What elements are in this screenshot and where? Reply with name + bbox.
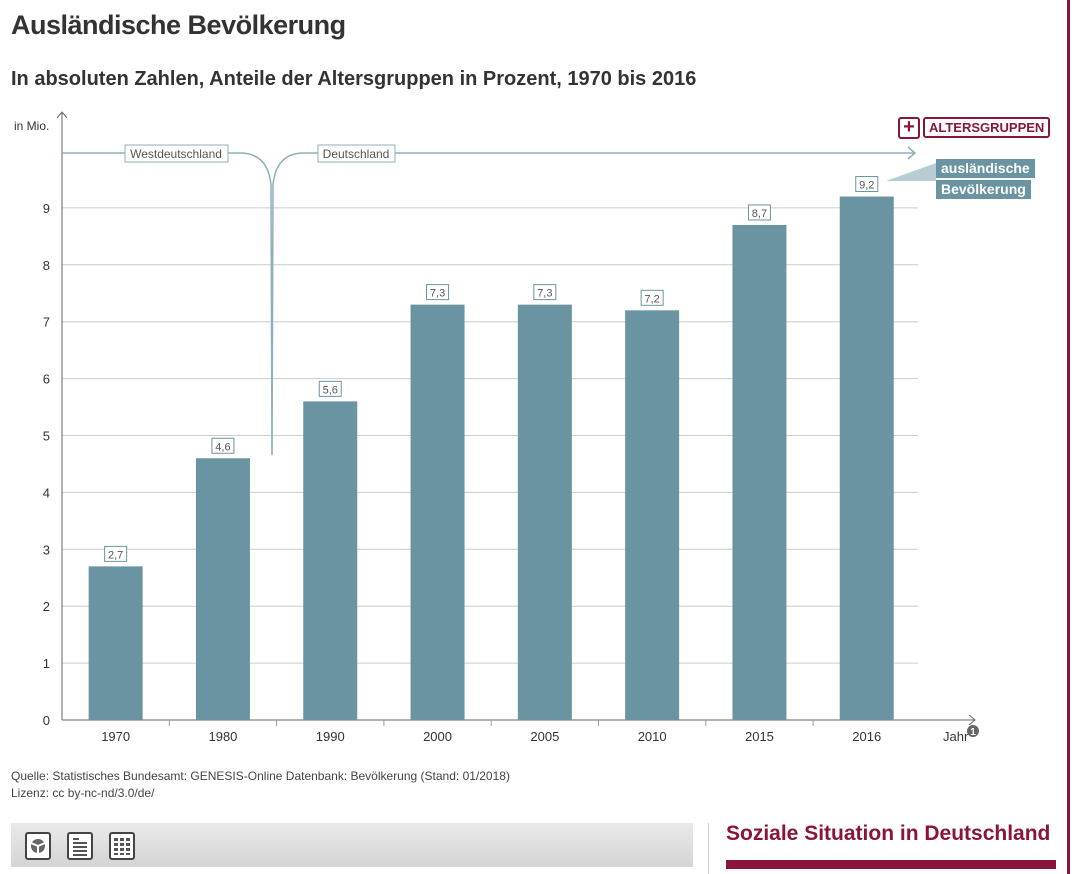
value-label-box: [104, 545, 128, 562]
period-box: [124, 144, 229, 163]
bar-2015: [732, 224, 787, 720]
value-label-box: [211, 437, 235, 454]
legend-label-line2: Bevölkerung: [936, 180, 1031, 199]
legend-label-line1: ausländische: [936, 159, 1035, 178]
footnote-number: 1: [970, 727, 976, 738]
y-tick-label: 8: [43, 258, 50, 273]
bar-1980: [195, 458, 250, 720]
value-label: 9,2: [859, 180, 874, 192]
value-label-box: [640, 289, 664, 306]
y-tick-label: 7: [43, 315, 50, 330]
y-tick-label: 4: [43, 485, 50, 500]
altersgruppen-button[interactable]: ALTERSGRUPPEN: [923, 117, 1051, 138]
legend-pointer: [886, 163, 936, 181]
y-tick-label: 3: [43, 542, 50, 557]
chart-subtitle: In absoluten Zahlen, Anteile der Altersg…: [11, 68, 697, 90]
value-label: 7,3: [430, 288, 445, 300]
bar-1970: [88, 566, 143, 720]
y-tick-label: 0: [43, 713, 50, 728]
value-label-box: [426, 284, 450, 301]
table-icon[interactable]: [109, 832, 135, 860]
x-tick-label: 2000: [423, 729, 452, 744]
y-tick-label: 9: [43, 201, 50, 216]
value-label-box: [855, 176, 879, 193]
x-tick-label: 2005: [530, 729, 559, 744]
x-axis-label: Jahr: [943, 729, 969, 744]
chart-icon[interactable]: [25, 832, 51, 860]
period-box: [317, 144, 396, 163]
value-label-box: [747, 204, 771, 221]
period-label: Westdeutschland: [130, 147, 222, 161]
value-label: 4,6: [215, 441, 230, 453]
y-tick-label: 5: [43, 429, 50, 444]
source-text: Quelle: Statistisches Bundesamt: GENESIS…: [11, 769, 510, 783]
period-line-germany: [271, 146, 917, 456]
value-label-box: [533, 284, 557, 301]
bar-1990: [303, 401, 358, 720]
brand-title: Soziale Situation in Deutschland: [726, 822, 1051, 845]
x-tick-label: 1980: [208, 729, 237, 744]
bar-2000: [410, 304, 465, 720]
y-tick-label: 6: [43, 372, 50, 387]
x-tick-label: 1990: [316, 729, 345, 744]
value-label: 8,7: [752, 208, 767, 220]
x-tick-label: 1970: [101, 729, 130, 744]
bar-2010: [625, 310, 680, 720]
license-text: Lizenz: cc by-nc-nd/3.0/de/: [11, 786, 155, 800]
expand-plus-icon[interactable]: +: [898, 117, 920, 139]
bar-2005: [517, 304, 572, 720]
value-label: 7,3: [537, 288, 552, 300]
brand-bar: [726, 860, 1056, 869]
text-icon[interactable]: [67, 832, 93, 860]
value-label: 5,6: [323, 384, 338, 396]
period-line-west: [62, 152, 273, 456]
divider: [708, 823, 709, 874]
x-axis-arrow: [968, 714, 976, 726]
value-label-box: [318, 380, 342, 397]
x-tick-label: 2010: [638, 729, 667, 744]
right-border: [1067, 0, 1070, 874]
y-tick-label: 1: [43, 656, 50, 671]
value-label: 2,7: [108, 549, 123, 561]
y-axis-arrow: [56, 111, 68, 119]
page-title: Ausländische Bevölkerung: [11, 10, 346, 40]
value-label: 7,2: [645, 293, 660, 305]
bar-2016: [839, 196, 894, 720]
y-axis-label: in Mio.: [14, 119, 49, 133]
x-tick-label: 2016: [852, 729, 881, 744]
view-toolbar: [11, 823, 693, 867]
x-tick-label: 2015: [745, 729, 774, 744]
period-label: Deutschland: [323, 147, 390, 161]
y-tick-label: 2: [43, 599, 50, 614]
footnote-icon: [967, 725, 979, 737]
